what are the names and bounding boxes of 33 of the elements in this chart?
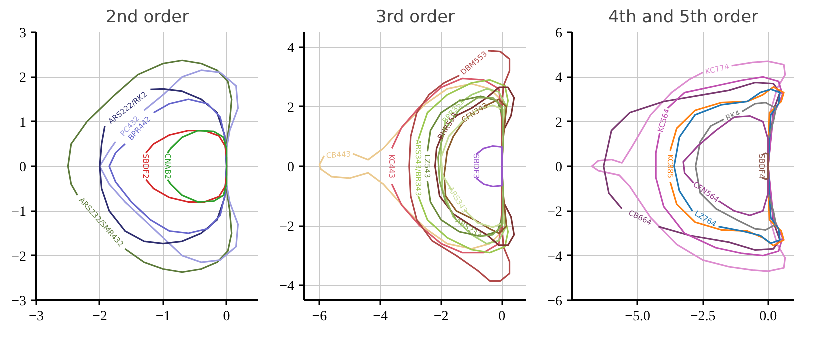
x-tick-label: −3 bbox=[29, 310, 44, 324]
y-tick-label: −4 bbox=[548, 250, 563, 265]
y-tick-label: 4 bbox=[556, 71, 562, 86]
y-tick-label: −3 bbox=[12, 294, 27, 310]
y-tick-label: −6 bbox=[548, 294, 563, 310]
x-tick-label: −2 bbox=[434, 310, 449, 324]
x-tick-label: −2.5 bbox=[690, 310, 716, 324]
x-tick-label: −5.0 bbox=[625, 310, 651, 324]
x-tick-label: −2 bbox=[92, 310, 108, 324]
y-tick-label: 0 bbox=[556, 160, 562, 176]
y-tick-label: 0 bbox=[20, 160, 26, 176]
y-tick-label: 6 bbox=[556, 26, 562, 42]
y-tick-label: −2 bbox=[12, 250, 27, 265]
y-tick-label: −4 bbox=[280, 280, 295, 295]
x-tick-label: 0.0 bbox=[760, 310, 778, 324]
chart-title: 3rd order bbox=[376, 8, 456, 28]
y-tick-label: 2 bbox=[556, 116, 562, 131]
y-tick-label: 0 bbox=[288, 160, 294, 176]
x-tick-label: −6 bbox=[312, 310, 328, 324]
chart-title: 2nd order bbox=[106, 8, 190, 28]
x-tick-label: 0 bbox=[498, 310, 506, 324]
y-tick-label: −2 bbox=[548, 205, 563, 220]
x-tick-label: 0 bbox=[223, 310, 230, 324]
y-tick-label: 3 bbox=[20, 26, 26, 42]
y-tick-label: 2 bbox=[20, 71, 26, 86]
chart-title: 4th and 5th order bbox=[608, 8, 759, 28]
x-tick-label: −4 bbox=[373, 310, 388, 324]
y-tick-label: −1 bbox=[12, 205, 27, 220]
y-tick-label: 4 bbox=[288, 41, 294, 56]
y-tick-label: −2 bbox=[280, 220, 295, 236]
y-tick-label: 2 bbox=[288, 100, 294, 116]
x-tick-label: −1 bbox=[156, 310, 171, 324]
y-tick-label: 1 bbox=[20, 116, 26, 131]
